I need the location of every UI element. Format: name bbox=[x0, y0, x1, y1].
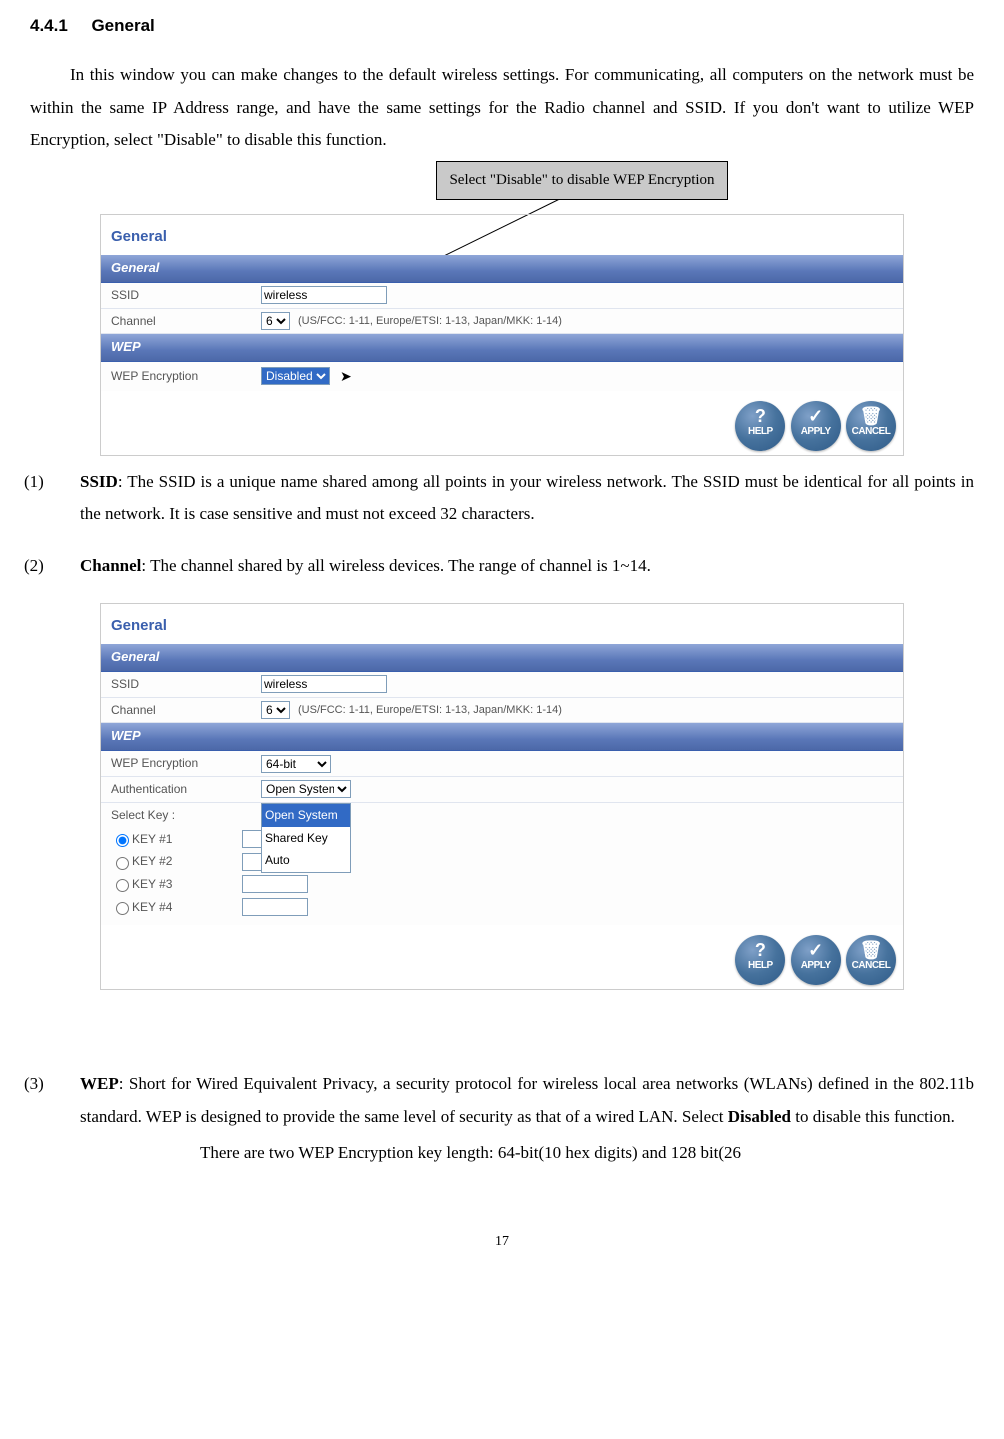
auth-option-2[interactable]: Auto bbox=[262, 849, 350, 872]
auth-label: Authentication bbox=[111, 778, 261, 801]
arrow-head-icon: ➤ bbox=[340, 363, 352, 390]
key3-label: KEY #3 bbox=[132, 873, 172, 896]
key4-radio[interactable] bbox=[116, 902, 129, 915]
key3-radio[interactable] bbox=[116, 879, 129, 892]
key2-radio[interactable] bbox=[116, 857, 129, 870]
section-heading: 4.4.1 General bbox=[30, 10, 974, 42]
item-3-bold: WEP bbox=[80, 1074, 119, 1093]
page-number: 17 bbox=[30, 1229, 974, 1256]
channel-select[interactable]: 6 bbox=[261, 312, 290, 330]
auth-select[interactable]: Open System bbox=[261, 780, 351, 798]
key2-row: KEY #2 bbox=[101, 850, 903, 873]
general-panel-1: General General SSID Channel 6 (US/FCC: … bbox=[100, 214, 904, 456]
apply-icon: ✓ bbox=[791, 941, 841, 959]
item-3-cont: There are two WEP Encryption key length:… bbox=[30, 1137, 974, 1169]
ssid-input[interactable] bbox=[261, 286, 387, 304]
band-general-2: General bbox=[101, 644, 903, 672]
key1-row: KEY #1 bbox=[101, 828, 903, 851]
item-2: (2)Channel: The channel shared by all wi… bbox=[30, 550, 974, 582]
channel-row-2: Channel 6 (US/FCC: 1-11, Europe/ETSI: 1-… bbox=[101, 698, 903, 724]
section-number: 4.4.1 bbox=[30, 16, 68, 35]
cancel-icon: 🗑 bbox=[846, 407, 896, 425]
help-icon: ? bbox=[735, 407, 785, 425]
help-button-2[interactable]: ?HELP bbox=[735, 935, 785, 985]
button-row-2: ?HELP ✓APPLY 🗑CANCEL bbox=[101, 925, 903, 989]
item-2-num: (2) bbox=[52, 550, 80, 582]
apply-button-2[interactable]: ✓APPLY bbox=[791, 935, 841, 985]
key1-label: KEY #1 bbox=[132, 828, 172, 851]
ssid-row-2: SSID bbox=[101, 672, 903, 698]
cancel-button[interactable]: 🗑CANCEL bbox=[846, 401, 896, 451]
item-1-text: : The SSID is a unique name shared among… bbox=[80, 472, 974, 523]
ssid-label-2: SSID bbox=[111, 673, 261, 696]
channel-label: Channel bbox=[111, 310, 261, 333]
item-3: (3)WEP: Short for Wired Equivalent Priva… bbox=[30, 1068, 974, 1133]
help-icon: ? bbox=[735, 941, 785, 959]
wep-enc-select[interactable]: 64-bit bbox=[261, 755, 331, 773]
channel-select-2[interactable]: 6 bbox=[261, 701, 290, 719]
auth-dropdown-open[interactable]: Open System Shared Key Auto bbox=[261, 803, 351, 873]
key1-radio[interactable] bbox=[116, 834, 129, 847]
channel-row: Channel 6 (US/FCC: 1-11, Europe/ETSI: 1-… bbox=[101, 309, 903, 335]
wep-select[interactable]: Disabled bbox=[261, 367, 330, 385]
band-wep-2: WEP bbox=[101, 723, 903, 751]
item-1-bold: SSID bbox=[80, 472, 118, 491]
panel-title: General bbox=[101, 215, 903, 256]
panel2-title: General bbox=[101, 604, 903, 645]
cancel-button-2[interactable]: 🗑CANCEL bbox=[846, 935, 896, 985]
wep-enc-row: WEP Encryption 64-bit bbox=[101, 751, 903, 777]
callout-box: Select "Disable" to disable WEP Encrypti… bbox=[436, 161, 727, 200]
item-2-text: : The channel shared by all wireless dev… bbox=[141, 556, 650, 575]
channel-hint-2: (US/FCC: 1-11, Europe/ETSI: 1-13, Japan/… bbox=[298, 700, 562, 721]
ssid-input-2[interactable] bbox=[261, 675, 387, 693]
key4-row: KEY #4 bbox=[101, 896, 903, 925]
intro-paragraph: In this window you can make changes to t… bbox=[30, 59, 974, 156]
item-1: (1)SSID: The SSID is a unique name share… bbox=[30, 466, 974, 531]
key2-label: KEY #2 bbox=[132, 850, 172, 873]
item-2-bold: Channel bbox=[80, 556, 141, 575]
cancel-icon: 🗑 bbox=[846, 941, 896, 959]
item-3-bold2: Disabled bbox=[728, 1107, 791, 1126]
ssid-row: SSID bbox=[101, 283, 903, 309]
selkey-row: Select Key : Open System Shared Key Auto bbox=[101, 803, 903, 828]
wep-enc-label: WEP Encryption bbox=[111, 752, 261, 775]
key3-row: KEY #3 bbox=[101, 873, 903, 896]
item-3-num: (3) bbox=[52, 1068, 80, 1100]
channel-hint: (US/FCC: 1-11, Europe/ETSI: 1-13, Japan/… bbox=[298, 311, 562, 332]
wep-row: WEP Encryption Disabled ➤ bbox=[101, 362, 903, 391]
key4-label: KEY #4 bbox=[132, 896, 172, 919]
section-title: General bbox=[91, 16, 154, 35]
auth-row: Authentication Open System bbox=[101, 777, 903, 803]
item-3-text2: to disable this function. bbox=[791, 1107, 955, 1126]
band-wep: WEP bbox=[101, 334, 903, 362]
apply-icon: ✓ bbox=[791, 407, 841, 425]
button-row: ?HELP ✓APPLY 🗑CANCEL bbox=[101, 391, 903, 455]
band-general: General bbox=[101, 255, 903, 283]
help-button[interactable]: ?HELP bbox=[735, 401, 785, 451]
item-1-num: (1) bbox=[52, 466, 80, 498]
general-panel-2: General General SSID Channel 6 (US/FCC: … bbox=[100, 603, 904, 990]
auth-option-0[interactable]: Open System bbox=[262, 804, 350, 827]
ssid-label: SSID bbox=[111, 284, 261, 307]
wep-label: WEP Encryption bbox=[111, 365, 261, 388]
key4-input[interactable] bbox=[242, 898, 308, 916]
apply-button[interactable]: ✓APPLY bbox=[791, 401, 841, 451]
key3-input[interactable] bbox=[242, 875, 308, 893]
channel-label-2: Channel bbox=[111, 699, 261, 722]
selkey-label: Select Key : bbox=[111, 804, 261, 827]
auth-option-1[interactable]: Shared Key bbox=[262, 827, 350, 850]
